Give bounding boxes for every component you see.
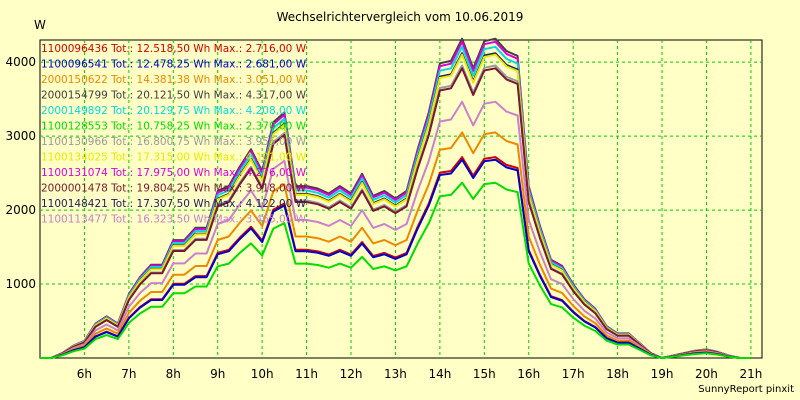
y-tick-label: 4000 <box>5 55 36 69</box>
series-line-2000150622 <box>40 131 751 359</box>
legend-entry-1100134025: 1100134025 Tot.: 17.315,00 Wh Max.: 4.10… <box>41 152 307 164</box>
legend-entry-1100128553: 1100128553 Tot.: 10.758,25 Wh Max.: 2.37… <box>41 121 307 133</box>
x-tick-label: 14h <box>428 367 451 381</box>
x-tick-label: 10h <box>251 367 274 381</box>
series-line-1100128553 <box>40 181 751 359</box>
x-tick-label: 17h <box>562 367 585 381</box>
legend-entry-2000001478: 2000001478 Tot.: 19.804,25 Wh Max.: 3.91… <box>41 183 307 195</box>
series-line-1100096541 <box>40 158 751 359</box>
x-tick-label: 21h <box>739 367 762 381</box>
x-tick-label: 18h <box>606 367 629 381</box>
credit-label: SunnyReport pinxit <box>698 384 794 395</box>
series-line-1100113477 <box>40 100 751 359</box>
x-tick-label: 12h <box>340 367 363 381</box>
x-tick-label: 9h <box>210 367 225 381</box>
x-tick-label: 6h <box>77 367 92 381</box>
x-tick-label: 16h <box>517 367 540 381</box>
x-tick-label: 11h <box>295 367 318 381</box>
legend-entry-2000149892: 2000149892 Tot.: 20.129,75 Wh Max.: 4.20… <box>41 105 307 117</box>
chart-title: Wechselrichtervergleich vom 10.06.2019 <box>276 10 524 24</box>
legend-entry-1100130966: 1100130966 Tot.: 16.800,75 Wh Max.: 3.95… <box>41 136 307 148</box>
x-tick-label: 19h <box>651 367 674 381</box>
legend-entry-2000150622: 2000150622 Tot.: 14.381,38 Wh Max.: 3.05… <box>41 74 307 86</box>
x-tick-label: 8h <box>166 367 181 381</box>
x-tick-label: 7h <box>121 367 136 381</box>
legend-entry-1100113477: 1100113477 Tot.: 16.323,50 Wh Max.: 3.46… <box>41 214 307 226</box>
legend-entry-2000154799: 2000154799 Tot.: 20.121,50 Wh Max.: 4.31… <box>41 90 307 102</box>
y-tick-label: 3000 <box>5 129 36 143</box>
y-axis-unit: W <box>34 18 46 32</box>
legend-entry-1100096436: 1100096436 Tot.: 12.518,50 Wh Max.: 2.71… <box>41 43 307 55</box>
legend-entry-1100148421: 1100148421 Tot.: 17.307,50 Wh Max.: 4.12… <box>41 198 307 210</box>
y-tick-label: 2000 <box>5 203 36 217</box>
y-tick-label: 1000 <box>5 277 36 291</box>
x-tick-label: 15h <box>473 367 496 381</box>
x-tick-label: 13h <box>384 367 407 381</box>
legend-entry-1100096541: 1100096541 Tot.: 12.478,25 Wh Max.: 2.68… <box>41 59 307 71</box>
series-line-2000001478 <box>40 67 751 359</box>
x-tick-label: 20h <box>695 367 718 381</box>
legend-entry-1100131074: 1100131074 Tot.: 17.975,00 Wh Max.: 4.27… <box>41 167 307 179</box>
